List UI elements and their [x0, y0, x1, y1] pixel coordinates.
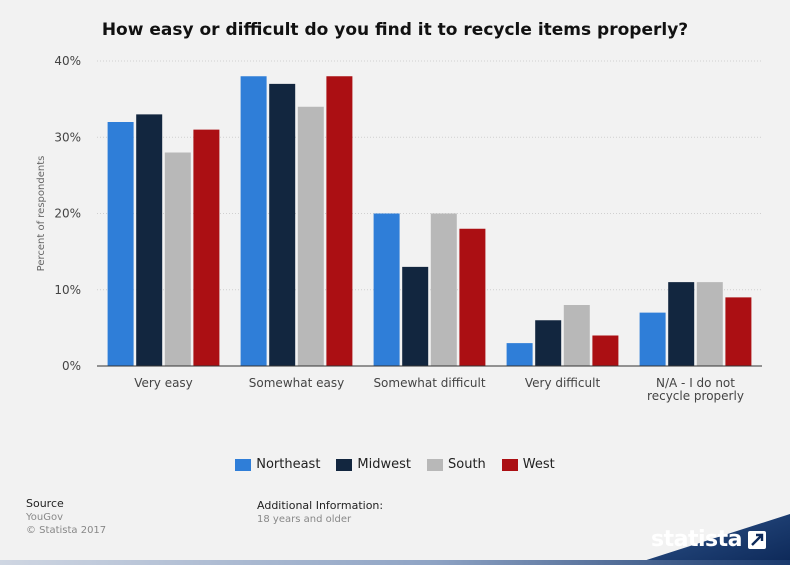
brand-bar	[0, 560, 790, 565]
legend-item[interactable]: West	[501, 457, 555, 472]
bar	[592, 335, 619, 366]
bar	[326, 76, 353, 366]
bar	[297, 106, 324, 366]
bar	[193, 129, 220, 366]
source-label: Source	[26, 497, 64, 510]
legend-swatch	[336, 458, 353, 471]
bar	[269, 83, 296, 366]
bar	[459, 228, 486, 366]
y-tick-label: 0%	[62, 359, 81, 373]
y-axis-label: Percent of respondents	[36, 156, 47, 272]
bar	[535, 320, 562, 366]
copyright-text: © Statista 2017	[26, 525, 107, 536]
source-name[interactable]: YouGov	[26, 512, 64, 523]
x-tick-label: Very easy	[134, 376, 193, 390]
statista-logo[interactable]: statista	[651, 527, 742, 552]
bar	[696, 282, 723, 366]
y-tick-label: 10%	[54, 283, 81, 297]
chart-legend: Northeast Midwest South West	[0, 457, 790, 472]
legend-item[interactable]: Northeast	[235, 457, 320, 472]
x-tick-label: Very difficult	[525, 376, 601, 390]
x-tick-label: N/A - I do not	[656, 376, 735, 390]
legend-label: Midwest	[357, 457, 412, 472]
y-tick-label: 40%	[54, 54, 81, 68]
footer-source: Source YouGov © Statista 2017	[26, 497, 106, 536]
bar	[373, 213, 400, 366]
y-tick-label: 30%	[54, 130, 81, 144]
x-tick-label: recycle properly	[647, 389, 744, 403]
legend-label: West	[522, 457, 555, 472]
bar	[430, 213, 457, 366]
bar	[639, 312, 666, 366]
legend-swatch	[501, 458, 518, 471]
legend-swatch	[427, 458, 444, 471]
additional-info-label: Additional Information:	[257, 499, 384, 512]
bar	[240, 76, 267, 366]
chart-title: How easy or difficult do you find it to …	[101, 20, 689, 40]
bar	[668, 282, 695, 366]
bar	[136, 114, 163, 366]
legend-item[interactable]: South	[427, 457, 486, 472]
legend-label: South	[448, 457, 486, 472]
bar	[107, 122, 134, 366]
statista-logo-icon	[748, 531, 766, 549]
legend-swatch	[235, 458, 252, 471]
bar	[506, 343, 533, 366]
x-tick-label: Somewhat difficult	[373, 376, 485, 390]
legend-item[interactable]: Midwest	[336, 457, 411, 472]
bar	[402, 266, 429, 366]
bar	[563, 305, 590, 366]
legend-label: Northeast	[256, 457, 321, 472]
x-tick-label: Somewhat easy	[249, 376, 344, 390]
chart-plot: 0% 10% 20% 30% 40% Percent of respondents Very…	[36, 54, 762, 403]
y-tick-label: 20%	[54, 207, 81, 221]
additional-info-text: 18 years and older	[257, 514, 352, 525]
footer-additional-info: Additional Information: 18 years and old…	[257, 499, 383, 525]
bar	[164, 152, 191, 366]
bar	[725, 297, 752, 366]
